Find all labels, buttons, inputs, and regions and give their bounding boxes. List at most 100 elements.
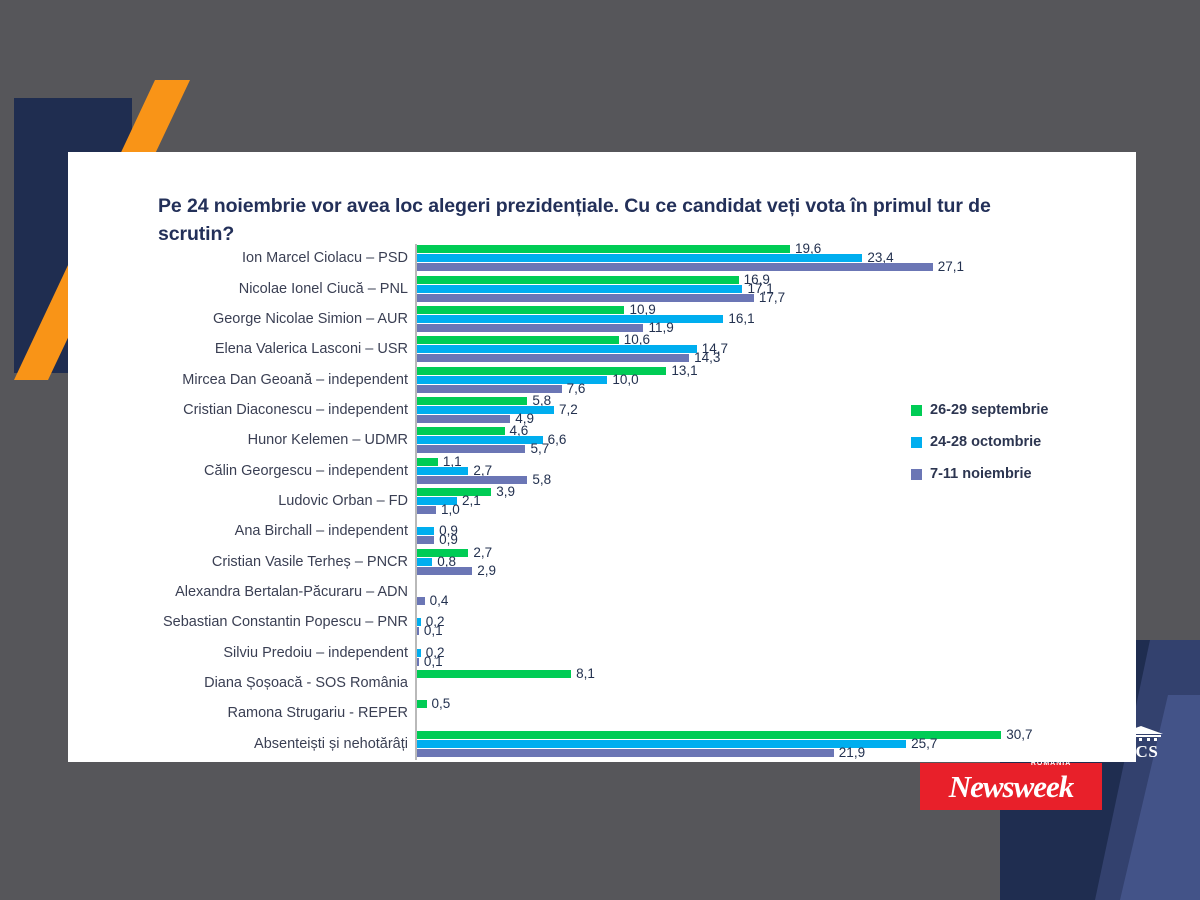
category-label: Nicolae Ionel Ciucă – PNL	[238, 280, 408, 297]
bar-value-label: 0,4	[429, 593, 449, 609]
bar-group-row: Ludovic Orban – FD 3,9 2,1 1,0	[68, 484, 1136, 517]
bar-g: 0,5	[417, 697, 450, 712]
bar-b: 0,9	[417, 533, 458, 548]
bar-g: 2,7	[417, 545, 492, 560]
bar-value-label: 10,6	[623, 332, 651, 348]
legend-item[interactable]: 24-28 octombrie	[911, 434, 1048, 450]
chart-legend: 26-29 septembrie 24-28 octombrie 7-11 noie…	[911, 402, 1048, 498]
bar-value-label: 0,8	[437, 553, 456, 569]
bar-value-label: 7,2	[559, 402, 578, 418]
bar-group-row: Cristian Diaconescu – independent 5,8 7,2 4…	[68, 393, 1136, 426]
legend-swatch-icon	[911, 436, 922, 448]
bars-wrapper: 0,2 0,1	[417, 640, 445, 669]
bars-wrapper: 19,6 23,4 27,1	[417, 241, 964, 274]
legend-label: 24-28 octombrie	[930, 434, 1042, 450]
bar-value-label: 30,7	[1006, 727, 1033, 743]
bar-c: 25,7	[417, 736, 937, 751]
legend-item[interactable]: 7-11 noiembrie	[911, 466, 1048, 482]
bar-c: 23,4	[417, 250, 894, 265]
bar-value-label: 2,7	[473, 462, 493, 478]
category-label: George Nicolae Simion – AUR	[212, 310, 408, 327]
bar-b: 1,0	[417, 502, 460, 517]
bar-c: 0,8	[417, 554, 456, 569]
bar-value-label: 0,5	[431, 696, 451, 712]
category-label: Silviu Predoiu – independent	[223, 644, 408, 661]
bar-c: 0,9	[417, 524, 458, 539]
category-label: Sebastian Constantin Popescu – PNR	[162, 614, 408, 631]
bar-value-label: 14,7	[701, 341, 729, 357]
bars-wrapper: 8,1	[417, 666, 595, 697]
bar-group-row: Cristian Vasile Terheș – PNCR 2,7 0,8 2,9	[68, 545, 1136, 578]
bars-wrapper: 10,9 16,1 11,9	[417, 302, 755, 335]
bar-c: 2,1	[417, 493, 481, 508]
bar-value-label: 4,6	[509, 423, 529, 439]
legend-label: 7-11 noiembrie	[930, 466, 1032, 482]
bars-wrapper: 16,9 17,1 17,7	[417, 272, 785, 305]
bar-value-label: 0,2	[425, 614, 445, 630]
bar-value-label: 5,7	[530, 441, 550, 457]
category-label: Alexandra Bertalan-Păcuraru – ADN	[175, 584, 408, 601]
bar-g: 3,9	[417, 484, 515, 499]
bar-group-row: Diana Șoșoacă - SOS România 8,1	[68, 666, 1136, 699]
bcs-logo: BCS	[1118, 726, 1164, 762]
bar-b: 0,1	[417, 654, 443, 669]
bar-value-label: 2,1	[461, 493, 481, 509]
bar-group-row: Ramona Strugariu - REPER 0,5	[68, 697, 1136, 729]
bar-value-label: 23,4	[867, 250, 894, 266]
bar-value-label: 25,7	[911, 736, 938, 752]
category-axis-line	[415, 244, 417, 760]
bar-group-row: Silviu Predoiu – independent 0,2 0,1	[68, 639, 1136, 669]
bar-value-label: 13,1	[671, 362, 698, 378]
bars-wrapper: 0,2 0,1	[417, 609, 445, 639]
bar-value-label: 0,9	[439, 523, 458, 539]
bar-value-label: 16,9	[743, 271, 770, 287]
bar-value-label: 0,2	[425, 644, 445, 660]
newsweek-logo: Newsweek ROMÂNIA	[920, 759, 1102, 810]
bar-value-label: 16,1	[728, 311, 755, 327]
bar-value-label: 0,1	[423, 653, 443, 669]
bar-value-label: 11,9	[648, 320, 674, 336]
bars-wrapper: 10,6 14,7 14,3	[417, 332, 728, 365]
category-label: Ana Birchall – independent	[234, 523, 408, 540]
bar-b: 21,9	[417, 745, 865, 760]
bar-b: 5,7	[417, 441, 549, 456]
bar-value-label: 17,1	[747, 280, 774, 296]
decorative-blue-wedge	[1095, 640, 1200, 900]
category-label: Mircea Dan Geoană – independent	[182, 371, 408, 388]
bar-value-label: 5,8	[532, 471, 552, 487]
category-label: Absenteiști și nehotărâți	[254, 735, 408, 752]
bar-c: 2,7	[417, 463, 492, 478]
bar-b: 7,6	[417, 381, 585, 396]
bar-group-row: Absenteiști și nehotărâți 30,7 25,7 21,9	[68, 727, 1136, 760]
bars-wrapper: 3,9 2,1 1,0	[417, 484, 515, 517]
bars-wrapper: 13,1 10,0 7,6	[417, 363, 698, 396]
newsweek-country-text: ROMÂNIA	[1030, 759, 1072, 767]
chart-card: Pe 24 noiembrie vor avea loc alegeri pre…	[68, 152, 1136, 762]
bar-group-row: Ion Marcel Ciolacu – PSD 19,6 23,4 27,1	[68, 241, 1136, 274]
category-label: Diana Șoșoacă - SOS România	[204, 675, 408, 692]
bar-value-label: 10,0	[612, 371, 639, 387]
category-label: Elena Valerica Lasconi – USR	[214, 341, 408, 358]
bar-group-row: Alexandra Bertalan-Păcuraru – ADN 0,4	[68, 578, 1136, 608]
bar-b: 11,9	[417, 320, 674, 335]
bar-g: 13,1	[417, 363, 698, 378]
bar-value-label: 6,6	[547, 432, 567, 448]
bar-b: 5,8	[417, 472, 551, 487]
legend-item[interactable]: 26-29 septembrie	[911, 402, 1048, 418]
category-label: Ludovic Orban – FD	[278, 492, 408, 509]
bar-b: 0,4	[417, 593, 448, 608]
legend-swatch-icon	[911, 468, 922, 480]
bars-wrapper: 0,9 0,9	[417, 518, 458, 548]
bar-g: 19,6	[417, 241, 821, 256]
bar-group-row: Sebastian Constantin Popescu – PNR 0,2 0,1	[68, 608, 1136, 638]
bar-b: 0,1	[417, 624, 443, 639]
bar-c: 14,7	[417, 341, 728, 356]
category-label: Călin Georgescu – independent	[204, 462, 408, 479]
bar-c: 10,0	[417, 372, 639, 387]
bar-value-label: 19,6	[795, 241, 822, 257]
bar-group-row: Călin Georgescu – independent 1,1 2,7 5,8	[68, 454, 1136, 487]
bar-value-label: 7,6	[566, 380, 586, 396]
bar-c: 16,1	[417, 311, 755, 326]
bars-wrapper: 5,8 7,2 4,9	[417, 393, 578, 426]
bars-wrapper: 0,5	[417, 697, 450, 727]
